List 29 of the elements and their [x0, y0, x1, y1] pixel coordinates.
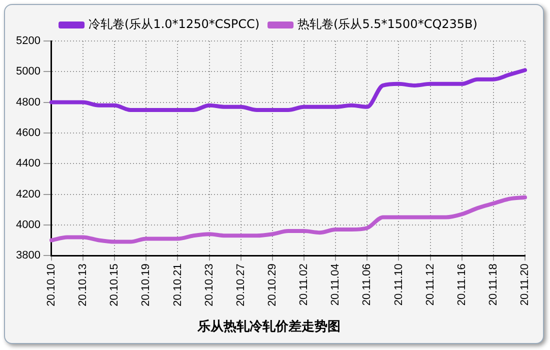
x-tick-label: 20.11.04: [330, 264, 342, 306]
legend-label: 冷轧卷(乐从1.0*1250*CSPCC): [88, 17, 260, 32]
text: 乐从热轧冷轧价差走势图: [196, 318, 340, 335]
x-tick-label: 20.10.19: [140, 264, 152, 306]
x-tick-label: 20.10.27: [234, 264, 247, 306]
x-tick-label: 20.11.12: [424, 264, 436, 306]
x-tick-label: 20.11.02: [298, 264, 310, 306]
x-tick-label: 20.10.21: [172, 264, 184, 306]
y-tick-label: 3800: [16, 250, 40, 262]
line-series: [49, 195, 527, 244]
x-tick-label: 20.11.18: [487, 264, 500, 306]
y-tick-label: 4800: [16, 96, 40, 108]
y-tick-label: 4600: [16, 126, 40, 139]
x-tick-label: 20.11.06: [361, 264, 374, 306]
x-tick-label: 20.10.23: [203, 264, 216, 306]
x-tick-label: 20.10.10: [46, 264, 58, 306]
y-tick-label: 4200: [16, 188, 40, 200]
line-series: [49, 68, 527, 112]
y-tick-label: 5000: [16, 66, 40, 78]
y-tick-label: 5200: [16, 35, 40, 48]
y-tick-label: 4000: [16, 218, 40, 231]
y-tick-label: 4400: [16, 158, 40, 170]
legend-label: 热轧卷(乐从5.5*1500*CQ235B): [298, 17, 478, 32]
x-tick-label: 20.10.29: [266, 264, 278, 306]
x-tick-label: 20.10.15: [108, 264, 121, 306]
x-tick-label: 20.10.13: [77, 264, 90, 306]
x-tick-label: 20.11.10: [392, 264, 405, 306]
x-tick-label: 20.11.20: [519, 264, 532, 306]
x-tick-label: 20.11.16: [456, 264, 468, 306]
